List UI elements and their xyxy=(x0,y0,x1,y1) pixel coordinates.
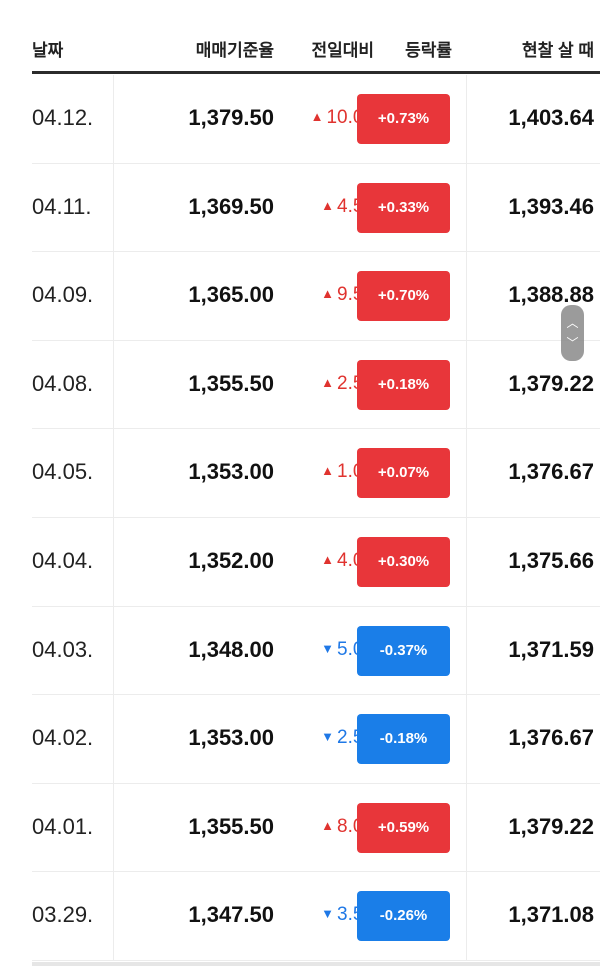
row-date: 04.05. xyxy=(32,459,94,485)
column-divider xyxy=(466,75,467,961)
table-body: 04.12. 1,379.50 ▲ 10.00 +0.73% 1,403.64 04.11.… xyxy=(0,75,600,961)
triangle-up-icon: ▲ xyxy=(321,817,335,833)
triangle-up-icon: ▲ xyxy=(321,286,335,302)
row-base-rate: 1,348.00 xyxy=(188,636,274,662)
row-base-rate: 1,369.50 xyxy=(188,193,274,219)
row-date: 04.02. xyxy=(32,725,94,751)
table-row[interactable]: 04.08. 1,355.50 ▲ 2.50 +0.18% 1,379.22 xyxy=(32,341,600,430)
table-row[interactable]: 04.09. 1,365.00 ▲ 9.50 +0.70% 1,388.88 xyxy=(32,252,600,341)
triangle-up-icon: ▲ xyxy=(310,109,324,124)
triangle-up-icon: ▲ xyxy=(321,463,335,479)
table-row[interactable]: 04.05. 1,353.00 ▲ 1.00 +0.07% 1,376.67 xyxy=(32,429,600,518)
table-header: 날짜 매매기준율 전일대비 등락률 현찰 살 때 xyxy=(32,22,600,74)
row-date: 04.04. xyxy=(32,547,94,573)
row-date: 04.08. xyxy=(32,370,94,396)
row-change-percent-badge: -0.26% xyxy=(357,891,450,942)
row-change-percent-badge: +0.59% xyxy=(357,802,450,853)
row-change-percent-badge: +0.18% xyxy=(357,359,450,410)
table-bottom-edge xyxy=(32,962,600,966)
triangle-down-icon: ▼ xyxy=(321,640,335,656)
row-date: 04.11. xyxy=(32,193,92,219)
table-row[interactable]: 04.02. 1,353.00 ▼ 2.50 -0.18% 1,376.67 xyxy=(32,695,600,784)
table-row[interactable]: 04.01. 1,355.50 ▲ 8.00 +0.59% 1,379.22 xyxy=(32,784,600,873)
row-cash-buy: 1,371.08 xyxy=(508,902,594,928)
row-base-rate: 1,352.00 xyxy=(188,547,274,573)
row-change-percent-badge: -0.18% xyxy=(357,714,450,765)
row-date: 03.29. xyxy=(32,902,94,928)
row-change-percent-badge: +0.70% xyxy=(357,271,450,322)
row-change-percent-badge: +0.73% xyxy=(357,94,450,144)
triangle-up-icon: ▲ xyxy=(321,374,335,390)
chevron-down-icon[interactable]: ﹀ xyxy=(566,336,579,350)
row-base-rate: 1,365.00 xyxy=(188,282,274,308)
table-row[interactable]: 04.11. 1,369.50 ▲ 4.50 +0.33% 1,393.46 xyxy=(32,164,600,253)
header-change-percent: 등락률 xyxy=(405,41,452,60)
row-date: 04.09. xyxy=(32,282,94,308)
row-date: 04.01. xyxy=(32,813,94,839)
row-cash-buy: 1,376.67 xyxy=(508,459,594,485)
table-row[interactable]: 04.12. 1,379.50 ▲ 10.00 +0.73% 1,403.64 xyxy=(32,75,600,164)
table-row[interactable]: 04.04. 1,352.00 ▲ 4.00 +0.30% 1,375.66 xyxy=(32,518,600,607)
row-base-rate: 1,355.50 xyxy=(188,813,274,839)
row-cash-buy: 1,393.46 xyxy=(508,193,594,219)
row-cash-buy: 1,371.59 xyxy=(508,636,594,662)
row-change-percent-badge: +0.30% xyxy=(357,536,450,587)
row-cash-buy: 1,388.88 xyxy=(508,282,594,308)
row-cash-buy: 1,379.22 xyxy=(508,370,594,396)
row-date: 04.12. xyxy=(32,105,94,130)
triangle-up-icon: ▲ xyxy=(321,551,335,567)
row-change-percent-badge: +0.07% xyxy=(357,448,450,499)
triangle-up-icon: ▲ xyxy=(321,197,335,213)
triangle-down-icon: ▼ xyxy=(321,906,335,922)
row-base-rate: 1,379.50 xyxy=(188,105,274,130)
row-base-rate: 1,347.50 xyxy=(188,902,274,928)
row-date: 04.03. xyxy=(32,636,94,662)
row-change-percent-badge: +0.33% xyxy=(357,182,450,233)
row-cash-buy: 1,379.22 xyxy=(508,813,594,839)
scroll-handle[interactable]: ︿ ﹀ xyxy=(561,305,584,361)
header-cash-buy: 현찰 살 때 xyxy=(521,41,594,60)
header-change: 전일대비 xyxy=(311,41,374,60)
chevron-up-icon[interactable]: ︿ xyxy=(566,316,579,330)
header-date: 날짜 xyxy=(32,41,64,60)
row-cash-buy: 1,375.66 xyxy=(508,547,594,573)
row-cash-buy: 1,376.67 xyxy=(508,725,594,751)
row-base-rate: 1,353.00 xyxy=(188,459,274,485)
triangle-down-icon: ▼ xyxy=(321,729,335,745)
row-base-rate: 1,355.50 xyxy=(188,370,274,396)
row-cash-buy: 1,403.64 xyxy=(508,105,594,130)
row-base-rate: 1,353.00 xyxy=(188,725,274,751)
header-base-rate: 매매기준율 xyxy=(195,41,274,60)
table-row[interactable]: 03.29. 1,347.50 ▼ 3.50 -0.26% 1,371.08 xyxy=(32,872,600,961)
table-row[interactable]: 04.03. 1,348.00 ▼ 5.00 -0.37% 1,371.59 xyxy=(32,607,600,696)
row-change-percent-badge: -0.37% xyxy=(357,625,450,676)
column-divider xyxy=(113,75,114,961)
